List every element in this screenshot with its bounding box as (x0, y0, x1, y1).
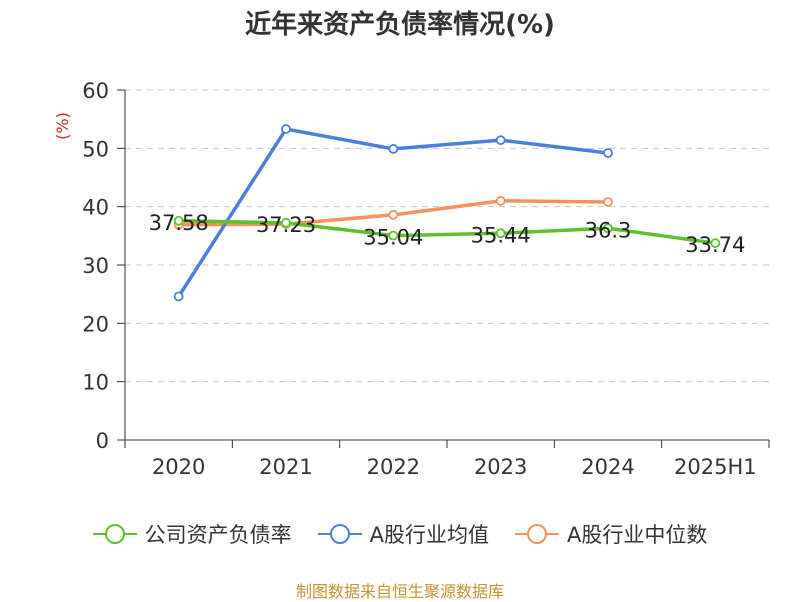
data-label: 36.3 (585, 218, 632, 242)
y-tick-label: 20 (82, 312, 109, 336)
data-point (603, 148, 613, 158)
legend-swatch-company (92, 524, 137, 544)
y-tick-label: 50 (82, 137, 109, 161)
data-point (495, 135, 506, 146)
data-point (710, 238, 721, 249)
chart-title: 近年来资产负债率情况(%) (245, 10, 555, 40)
legend-item-company[interactable]: 公司资产负债率 (92, 519, 292, 549)
y-axis-label: (%) (53, 112, 72, 140)
data-label: 35.44 (471, 223, 531, 247)
data-point (495, 195, 506, 206)
x-tick-label: 2021 (259, 455, 312, 479)
data-point (603, 223, 613, 234)
y-tick-label: 30 (82, 254, 109, 278)
data-point (173, 215, 184, 226)
data-point (173, 291, 184, 302)
data-label: 37.23 (256, 213, 316, 237)
x-tick-label: 2023 (474, 455, 527, 479)
data-point (388, 209, 399, 220)
x-tick-label: 2022 (367, 455, 420, 479)
data-point (495, 228, 506, 239)
legend-label-industry-mean: A股行业均值 (369, 523, 489, 547)
y-tick-label: 10 (82, 371, 109, 395)
y-tick-label: 0 (96, 429, 109, 453)
data-label: 33.74 (685, 233, 745, 257)
legend-item-industry-mean[interactable]: A股行业均值 (317, 519, 489, 549)
y-tick-label: 40 (82, 196, 109, 220)
x-tick-label: 2024 (581, 455, 634, 479)
legend-item-industry-median[interactable]: A股行业中位数 (515, 519, 707, 549)
legend-swatch-industry-median (515, 524, 559, 544)
legend-swatch-industry-mean (317, 524, 362, 544)
legend-label-company: 公司资产负债率 (144, 523, 292, 547)
data-label: 37.58 (149, 211, 209, 235)
data-point (603, 197, 613, 207)
series-line (176, 219, 718, 245)
source-note: 制图数据来自恒生聚源数据库 (295, 582, 504, 601)
data-point (281, 124, 291, 134)
data-label: 35.04 (363, 226, 423, 250)
legend-label-industry-median: A股行业中位数 (567, 523, 708, 547)
legend: 公司资产负债率 A股行业均值 A股行业中位数 (0, 519, 800, 549)
x-tick-label: 2025H1 (674, 455, 757, 479)
x-tick-label: 2020 (152, 455, 205, 479)
y-tick-label: 60 (82, 79, 109, 103)
data-point (388, 144, 399, 154)
data-point (388, 230, 399, 241)
data-point (281, 217, 291, 228)
